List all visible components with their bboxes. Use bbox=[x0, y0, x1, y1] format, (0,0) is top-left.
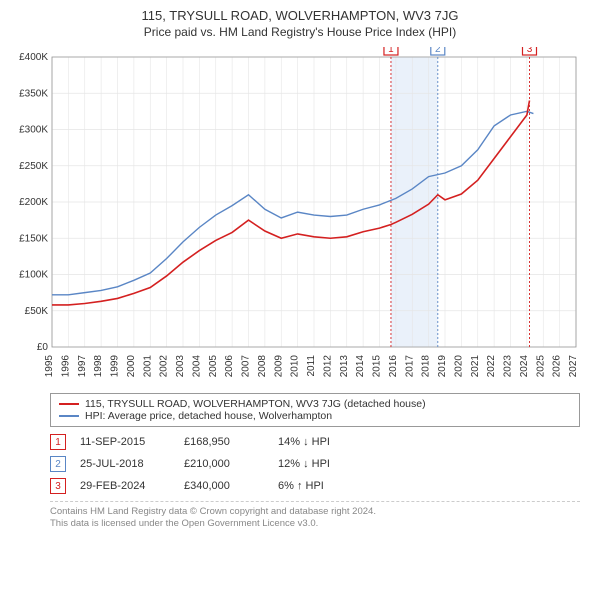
disclaimer: Contains HM Land Registry data © Crown c… bbox=[50, 501, 580, 531]
svg-text:1999: 1999 bbox=[110, 355, 121, 378]
legend: 115, TRYSULL ROAD, WOLVERHAMPTON, WV3 7J… bbox=[50, 393, 580, 427]
svg-text:£350K: £350K bbox=[19, 88, 48, 99]
legend-swatch bbox=[59, 403, 79, 405]
price-chart: £0 £50K £100K £150K £200K £250K £300K £350K £400… bbox=[10, 47, 590, 387]
svg-text:£100K: £100K bbox=[19, 270, 48, 281]
svg-text:2004: 2004 bbox=[191, 355, 202, 378]
svg-text:2026: 2026 bbox=[552, 355, 563, 378]
svg-text:2014: 2014 bbox=[355, 355, 366, 378]
svg-text:2021: 2021 bbox=[470, 355, 481, 378]
svg-text:2000: 2000 bbox=[126, 355, 137, 378]
page-title: 115, TRYSULL ROAD, WOLVERHAMPTON, WV3 7J… bbox=[10, 8, 590, 23]
svg-text:2003: 2003 bbox=[175, 355, 186, 378]
svg-text:£0: £0 bbox=[37, 342, 49, 353]
legend-swatch bbox=[59, 415, 79, 417]
svg-text:1995: 1995 bbox=[44, 355, 55, 378]
svg-text:3: 3 bbox=[527, 47, 533, 55]
svg-text:2006: 2006 bbox=[224, 355, 235, 378]
svg-text:1998: 1998 bbox=[93, 355, 104, 378]
svg-text:2019: 2019 bbox=[437, 355, 448, 378]
svg-text:1996: 1996 bbox=[60, 355, 71, 378]
marker-row: 2 25-JUL-2018 £210,000 12% ↓ HPI bbox=[50, 453, 580, 475]
marker-diff: 6% ↑ HPI bbox=[278, 480, 358, 492]
svg-text:2027: 2027 bbox=[568, 355, 579, 378]
page-subtitle: Price paid vs. HM Land Registry's House … bbox=[10, 25, 590, 39]
marker-badge: 1 bbox=[50, 434, 66, 450]
svg-text:2009: 2009 bbox=[273, 355, 284, 378]
marker-badge: 3 bbox=[50, 478, 66, 494]
marker-diff: 12% ↓ HPI bbox=[278, 458, 358, 470]
svg-text:2018: 2018 bbox=[421, 355, 432, 378]
legend-item: HPI: Average price, detached house, Wolv… bbox=[59, 410, 571, 422]
svg-text:2015: 2015 bbox=[372, 355, 383, 378]
svg-text:2020: 2020 bbox=[453, 355, 464, 378]
marker-date: 11-SEP-2015 bbox=[80, 436, 170, 448]
marker-diff: 14% ↓ HPI bbox=[278, 436, 358, 448]
svg-text:£50K: £50K bbox=[25, 306, 49, 317]
svg-text:2023: 2023 bbox=[503, 355, 514, 378]
svg-text:2: 2 bbox=[435, 47, 441, 55]
svg-text:2013: 2013 bbox=[339, 355, 350, 378]
marker-date: 25-JUL-2018 bbox=[80, 458, 170, 470]
marker-price: £340,000 bbox=[184, 480, 264, 492]
svg-text:2016: 2016 bbox=[388, 355, 399, 378]
svg-text:2025: 2025 bbox=[535, 355, 546, 378]
svg-text:2024: 2024 bbox=[519, 355, 530, 378]
svg-text:2011: 2011 bbox=[306, 355, 317, 377]
legend-label: 115, TRYSULL ROAD, WOLVERHAMPTON, WV3 7J… bbox=[85, 398, 426, 410]
marker-price: £168,950 bbox=[184, 436, 264, 448]
svg-text:£250K: £250K bbox=[19, 161, 48, 172]
svg-text:2012: 2012 bbox=[322, 355, 333, 378]
svg-text:£150K: £150K bbox=[19, 233, 48, 244]
svg-text:2005: 2005 bbox=[208, 355, 219, 378]
svg-text:2002: 2002 bbox=[159, 355, 170, 378]
marker-price: £210,000 bbox=[184, 458, 264, 470]
svg-text:£200K: £200K bbox=[19, 197, 48, 208]
legend-item: 115, TRYSULL ROAD, WOLVERHAMPTON, WV3 7J… bbox=[59, 398, 571, 410]
svg-text:2007: 2007 bbox=[241, 355, 252, 378]
svg-text:2017: 2017 bbox=[404, 355, 415, 378]
marker-row: 3 29-FEB-2024 £340,000 6% ↑ HPI bbox=[50, 475, 580, 497]
svg-text:1997: 1997 bbox=[77, 355, 88, 378]
marker-badge: 2 bbox=[50, 456, 66, 472]
disclaimer-line: Contains HM Land Registry data © Crown c… bbox=[50, 506, 580, 518]
svg-text:2010: 2010 bbox=[290, 355, 301, 378]
svg-text:2001: 2001 bbox=[142, 355, 153, 378]
svg-text:£300K: £300K bbox=[19, 125, 48, 136]
chart-area: £0 £50K £100K £150K £200K £250K £300K £350K £400… bbox=[10, 47, 590, 387]
legend-label: HPI: Average price, detached house, Wolv… bbox=[85, 410, 332, 422]
disclaimer-line: This data is licensed under the Open Gov… bbox=[50, 518, 580, 530]
svg-text:2008: 2008 bbox=[257, 355, 268, 378]
svg-text:1: 1 bbox=[388, 47, 394, 55]
marker-row: 1 11-SEP-2015 £168,950 14% ↓ HPI bbox=[50, 431, 580, 453]
markers-table: 1 11-SEP-2015 £168,950 14% ↓ HPI 2 25-JUL-201… bbox=[50, 431, 580, 497]
marker-date: 29-FEB-2024 bbox=[80, 480, 170, 492]
svg-text:£400K: £400K bbox=[19, 52, 48, 63]
svg-text:2022: 2022 bbox=[486, 355, 497, 378]
